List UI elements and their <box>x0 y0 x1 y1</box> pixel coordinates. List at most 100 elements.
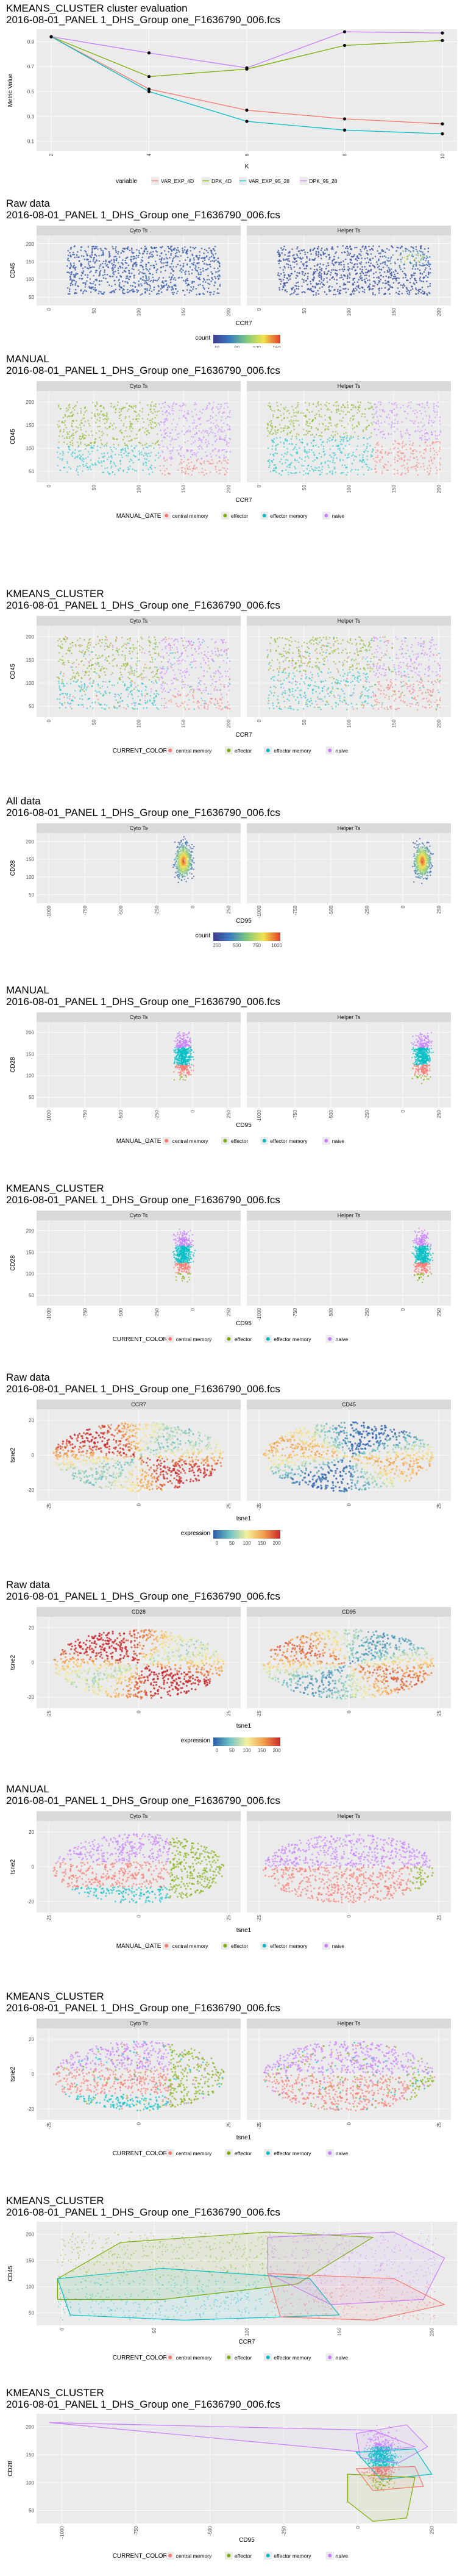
data-point <box>139 674 141 676</box>
data-point <box>179 673 181 674</box>
data-point <box>155 681 157 683</box>
data-point <box>84 289 86 292</box>
data-point <box>149 660 151 663</box>
data-point <box>350 455 353 457</box>
data-point <box>368 288 370 291</box>
data-point <box>163 423 166 426</box>
data-point <box>378 425 381 428</box>
data-point <box>297 410 299 412</box>
data-point <box>203 460 205 462</box>
data-point <box>378 287 381 289</box>
data-point <box>386 282 388 284</box>
data-point <box>214 252 217 255</box>
data-point <box>161 698 163 699</box>
data-point <box>383 411 386 413</box>
data-point <box>66 443 68 445</box>
data-point <box>205 702 207 704</box>
data-point <box>66 694 68 696</box>
data-point <box>268 404 269 407</box>
data-point <box>411 268 414 270</box>
data-point <box>87 445 88 446</box>
data-point <box>202 690 205 692</box>
data-point <box>148 278 150 280</box>
data-point <box>325 268 327 270</box>
data-point <box>309 250 311 252</box>
data-point <box>124 659 126 661</box>
data-point <box>197 678 200 679</box>
data-point <box>197 700 199 702</box>
data-point <box>208 287 210 289</box>
data-point <box>62 704 63 707</box>
data-point <box>378 459 381 462</box>
data-point <box>313 294 314 296</box>
data-point <box>80 429 82 431</box>
data-point <box>284 254 286 256</box>
data-point <box>360 277 361 280</box>
data-point <box>419 261 420 263</box>
data-point <box>218 278 219 280</box>
data-point <box>110 402 112 404</box>
data-point <box>217 271 219 273</box>
data-point <box>360 254 362 257</box>
data-point <box>171 457 174 460</box>
data-point <box>101 249 102 251</box>
data-point <box>90 642 91 643</box>
data-point <box>316 284 318 286</box>
data-point <box>425 438 428 441</box>
data-point <box>182 671 184 673</box>
data-point <box>416 281 417 284</box>
data-point <box>112 644 114 646</box>
data-point <box>201 448 203 450</box>
data-point <box>314 459 316 461</box>
data-point <box>346 435 349 437</box>
data-point <box>197 458 199 460</box>
data-point <box>305 414 307 417</box>
data-point <box>139 428 141 431</box>
data-point <box>412 453 414 455</box>
data-point <box>392 254 394 256</box>
data-point <box>317 248 319 250</box>
data-point <box>106 273 108 276</box>
data-point <box>355 468 356 471</box>
data-point <box>266 426 269 429</box>
data-point <box>333 289 335 291</box>
data-point <box>218 403 220 406</box>
data-point <box>77 704 79 706</box>
data-point <box>289 278 291 280</box>
data-point <box>208 442 210 445</box>
data-point <box>306 261 308 263</box>
data-point <box>362 429 364 431</box>
data-point <box>72 407 74 409</box>
x-tick-label: 0 <box>257 484 262 487</box>
data-point <box>308 425 310 427</box>
data-point <box>296 288 298 290</box>
data-point <box>77 285 79 287</box>
data-point <box>69 277 72 279</box>
data-point <box>416 404 419 406</box>
data-point <box>128 452 130 454</box>
data-point <box>107 660 108 662</box>
y-tick-label: 0.5 <box>27 89 35 95</box>
data-point <box>372 264 374 267</box>
data-point <box>191 269 193 271</box>
data-point <box>215 654 217 656</box>
data-point <box>139 410 141 412</box>
data-point <box>67 254 69 257</box>
data-point <box>115 639 117 641</box>
data-point <box>225 417 227 420</box>
data-point <box>303 274 305 276</box>
data-point <box>336 290 339 292</box>
data-point <box>152 276 154 279</box>
data-point <box>287 471 289 473</box>
data-point <box>219 676 221 678</box>
data-point <box>185 280 186 282</box>
data-point <box>339 440 342 443</box>
data-point <box>57 424 58 426</box>
data-point <box>185 417 186 419</box>
data-point <box>317 256 319 258</box>
data-point <box>219 437 221 439</box>
data-point <box>69 284 72 287</box>
data-point <box>370 468 372 470</box>
data-point <box>420 248 422 249</box>
data-point <box>104 645 106 648</box>
